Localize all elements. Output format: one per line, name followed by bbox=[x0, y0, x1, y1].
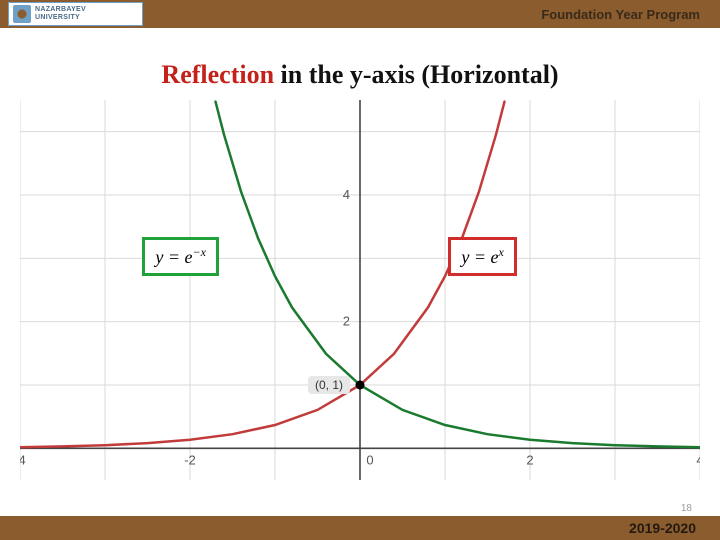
equation-label-left: y = e−x bbox=[142, 237, 219, 276]
title-highlight: Reflection bbox=[161, 60, 274, 89]
chart-area: -4 -2 2 4 2 4 0 y = e−x y = ex (0, 1) bbox=[20, 100, 700, 480]
svg-text:2: 2 bbox=[526, 452, 533, 467]
slide-title: Reflection in the y-axis (Horizontal) bbox=[0, 60, 720, 90]
academic-year: 2019-2020 bbox=[629, 520, 696, 536]
title-rest: in the y-axis (Horizontal) bbox=[274, 60, 559, 89]
logo-mark-icon bbox=[13, 5, 31, 23]
header-band: NAZARBAYEV UNIVERSITY Foundation Year Pr… bbox=[0, 0, 720, 28]
university-logo: NAZARBAYEV UNIVERSITY bbox=[8, 2, 143, 26]
logo-line2: UNIVERSITY bbox=[35, 14, 80, 21]
svg-text:4: 4 bbox=[696, 452, 700, 467]
svg-text:4: 4 bbox=[343, 187, 350, 202]
logo-text: NAZARBAYEV UNIVERSITY bbox=[35, 6, 86, 22]
intersection-label: (0, 1) bbox=[308, 376, 350, 394]
equation-label-right: y = ex bbox=[448, 237, 516, 276]
page-number: 18 bbox=[681, 503, 692, 514]
program-label: Foundation Year Program bbox=[541, 7, 700, 22]
svg-text:-4: -4 bbox=[20, 452, 26, 467]
footer-band: 2019-2020 bbox=[0, 516, 720, 540]
svg-text:0: 0 bbox=[366, 452, 373, 467]
svg-text:2: 2 bbox=[343, 314, 350, 329]
svg-text:-2: -2 bbox=[184, 452, 196, 467]
logo-line1: NAZARBAYEV bbox=[35, 6, 86, 13]
chart-svg: -4 -2 2 4 2 4 0 bbox=[20, 100, 700, 480]
